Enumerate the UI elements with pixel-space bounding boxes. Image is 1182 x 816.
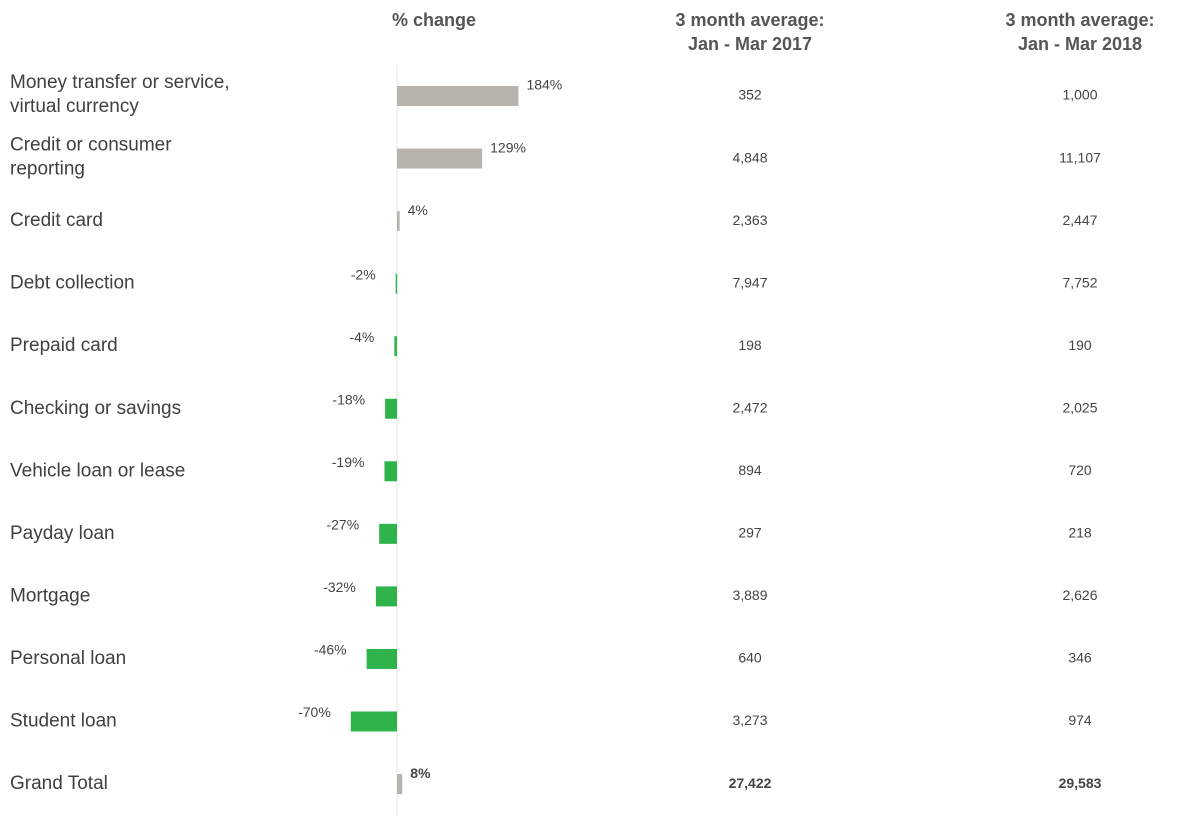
table-cell: 2,472 <box>732 399 767 415</box>
column-header: 3 month average: <box>1005 10 1154 30</box>
category-label: Credit or consumer <box>10 135 172 156</box>
table-cell: 27,422 <box>729 775 772 791</box>
table-cell: 640 <box>738 650 762 666</box>
column-header: 3 month average: <box>675 10 824 30</box>
table-cell: 974 <box>1068 712 1092 728</box>
table-cell: 720 <box>1068 462 1092 478</box>
table-cell: 29,583 <box>1059 775 1102 791</box>
data-label: -27% <box>326 517 359 533</box>
data-label: -2% <box>351 266 376 282</box>
column-header: Jan - Mar 2017 <box>688 34 812 54</box>
bar <box>366 648 397 669</box>
table-cell: 4,848 <box>732 149 767 165</box>
table-cell: 3,273 <box>732 712 767 728</box>
table-cell: 2,025 <box>1062 399 1097 415</box>
category-label: Student loan <box>10 711 117 732</box>
bar <box>395 273 398 294</box>
bar <box>397 774 403 795</box>
data-label: -32% <box>323 579 356 595</box>
bar <box>385 398 397 419</box>
data-label: -4% <box>349 329 374 345</box>
category-label: Prepaid card <box>10 335 118 356</box>
table-cell: 190 <box>1068 337 1092 353</box>
table-cell: 2,626 <box>1062 587 1097 603</box>
data-label: 4% <box>408 202 428 218</box>
bar <box>394 336 397 357</box>
bar <box>350 711 397 732</box>
bar <box>397 211 400 232</box>
data-label: 184% <box>526 77 562 93</box>
column-header: Jan - Mar 2018 <box>1018 34 1142 54</box>
category-label: Checking or savings <box>10 398 181 419</box>
bar <box>384 461 397 482</box>
data-label: -70% <box>298 704 331 720</box>
category-label: Debt collection <box>10 273 135 294</box>
category-label: Money transfer or service, <box>10 72 230 93</box>
category-label: Mortgage <box>10 585 90 606</box>
table-cell: 7,947 <box>732 274 767 290</box>
data-label: -19% <box>332 454 365 470</box>
table-cell: 2,447 <box>1062 212 1097 228</box>
bar <box>397 86 519 106</box>
table-cell: 2,363 <box>732 212 767 228</box>
category-label: Vehicle loan or lease <box>10 460 185 481</box>
category-label: reporting <box>10 159 85 180</box>
bar <box>375 586 397 607</box>
bar <box>397 148 483 169</box>
category-label: Grand Total <box>10 773 108 794</box>
category-label: Payday loan <box>10 523 115 544</box>
category-label: Credit card <box>10 210 103 231</box>
table-cell: 352 <box>738 87 762 103</box>
chart-title: % change <box>392 10 476 30</box>
table-cell: 297 <box>738 525 762 541</box>
table-cell: 198 <box>738 337 762 353</box>
data-label: -18% <box>332 391 365 407</box>
table-cell: 218 <box>1068 525 1092 541</box>
category-label: virtual currency <box>10 96 139 117</box>
table-cell: 3,889 <box>732 587 767 603</box>
category-label: Personal loan <box>10 648 126 669</box>
table-cell: 346 <box>1068 650 1092 666</box>
table-cell: 11,107 <box>1059 149 1101 165</box>
data-label: -46% <box>314 642 347 658</box>
table-cell: 1,000 <box>1062 87 1097 103</box>
data-label: 8% <box>410 765 431 781</box>
table-cell: 7,752 <box>1062 274 1097 290</box>
table-cell: 894 <box>738 462 762 478</box>
data-label: 129% <box>490 139 526 155</box>
bar <box>379 523 397 544</box>
